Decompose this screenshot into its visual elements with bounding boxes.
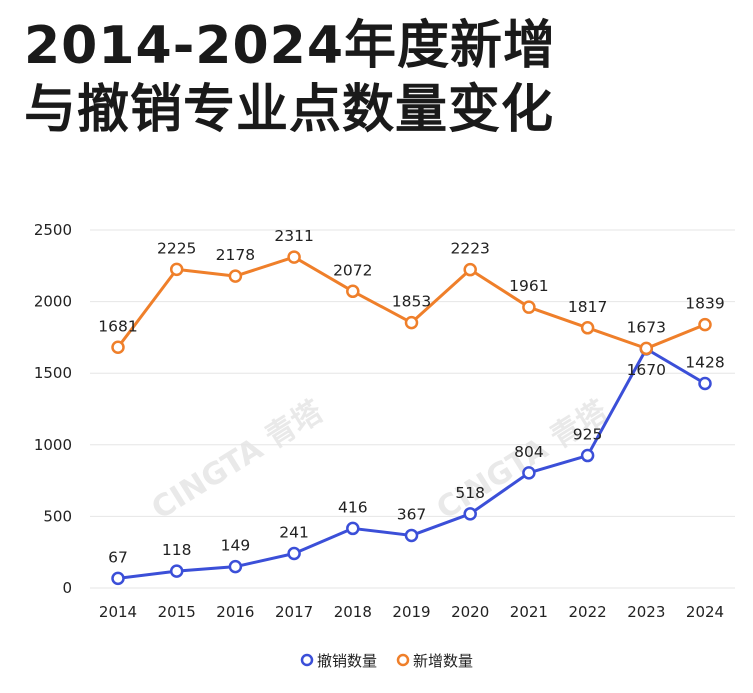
x-tick-label: 2018	[334, 603, 372, 621]
x-tick-label: 2019	[392, 603, 430, 621]
data-label-series-0: 416	[338, 498, 368, 516]
x-tick-label: 2021	[510, 603, 548, 621]
data-point-series-1	[169, 262, 184, 277]
data-label-series-1: 1853	[392, 293, 431, 311]
data-label-series-1: 1839	[685, 295, 724, 313]
data-label-series-1: 2225	[157, 239, 196, 257]
x-tick-label: 2023	[627, 603, 665, 621]
chart-title-line2: 与撤销专业点数量变化	[24, 80, 555, 140]
y-tick-label: 0	[62, 579, 72, 597]
legend-label-1: 新增数量	[413, 652, 473, 670]
data-label-series-1: 1673	[627, 318, 666, 336]
data-label-series-0: 518	[455, 484, 485, 502]
watermark-text: CINGTA 青塔	[146, 394, 330, 527]
data-point-series-0	[463, 507, 477, 521]
legend-marker-0	[300, 653, 314, 667]
data-point-series-1	[404, 315, 419, 330]
data-label-series-0: 367	[397, 505, 427, 523]
data-point-series-0	[698, 376, 712, 391]
y-tick-label: 1500	[34, 364, 72, 382]
data-label-series-0: 241	[279, 523, 309, 541]
chart-title-line1: 2014-2024年度新增	[24, 16, 557, 76]
data-label-series-1: 1817	[568, 298, 607, 316]
data-point-series-0	[169, 564, 184, 578]
x-tick-label: 2015	[158, 603, 196, 621]
data-point-series-0	[522, 466, 536, 480]
data-label-series-0: 804	[514, 443, 544, 461]
data-point-series-0	[580, 448, 595, 463]
data-label-series-1: 2223	[450, 240, 489, 258]
data-point-series-1	[698, 317, 712, 332]
data-label-series-1: 1681	[98, 317, 137, 335]
data-label-series-0: 149	[221, 537, 251, 555]
x-tick-label: 2016	[216, 603, 254, 621]
x-tick-label: 2017	[275, 603, 313, 621]
legend-label-0: 撤销数量	[317, 652, 377, 670]
data-label-series-0: 67	[108, 548, 128, 566]
data-point-series-1	[228, 269, 243, 283]
chart-title: 2014-2024年度新增 与撤销专业点数量变化	[24, 14, 556, 142]
data-label-series-1: 2072	[333, 261, 372, 279]
data-point-series-1	[522, 300, 536, 314]
data-point-series-1	[463, 262, 477, 277]
data-point-series-0	[287, 546, 301, 561]
data-label-series-0: 925	[573, 426, 603, 444]
data-label-series-1: 1961	[509, 277, 548, 295]
data-point-series-1	[111, 340, 125, 355]
data-point-series-1	[639, 341, 654, 356]
x-tick-label: 2020	[451, 603, 489, 621]
data-label-series-0: 1670	[627, 361, 666, 379]
data-label-series-0: 118	[162, 541, 192, 559]
data-point-series-1	[346, 284, 360, 299]
x-tick-label: 2014	[99, 603, 137, 621]
data-point-series-1	[580, 321, 595, 335]
y-tick-label: 1000	[34, 436, 72, 454]
y-tick-label: 500	[43, 507, 72, 525]
data-point-series-1	[287, 250, 301, 264]
data-label-series-0: 1428	[685, 354, 724, 372]
data-point-series-0	[404, 528, 419, 543]
x-tick-label: 2024	[686, 603, 724, 621]
data-point-series-0	[346, 521, 360, 536]
data-label-series-1: 2178	[216, 246, 255, 264]
data-label-series-1: 2311	[274, 227, 313, 245]
data-point-series-0	[228, 559, 243, 574]
legend-marker-1	[396, 653, 410, 667]
x-tick-label: 2022	[569, 603, 607, 621]
y-tick-label: 2500	[34, 221, 72, 239]
y-tick-label: 2000	[34, 293, 72, 311]
data-point-series-0	[111, 571, 125, 586]
